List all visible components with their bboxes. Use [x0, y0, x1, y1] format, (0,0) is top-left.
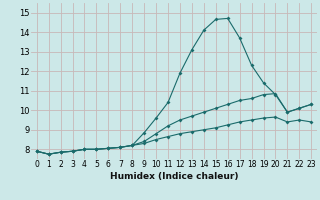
X-axis label: Humidex (Indice chaleur): Humidex (Indice chaleur): [110, 172, 238, 181]
